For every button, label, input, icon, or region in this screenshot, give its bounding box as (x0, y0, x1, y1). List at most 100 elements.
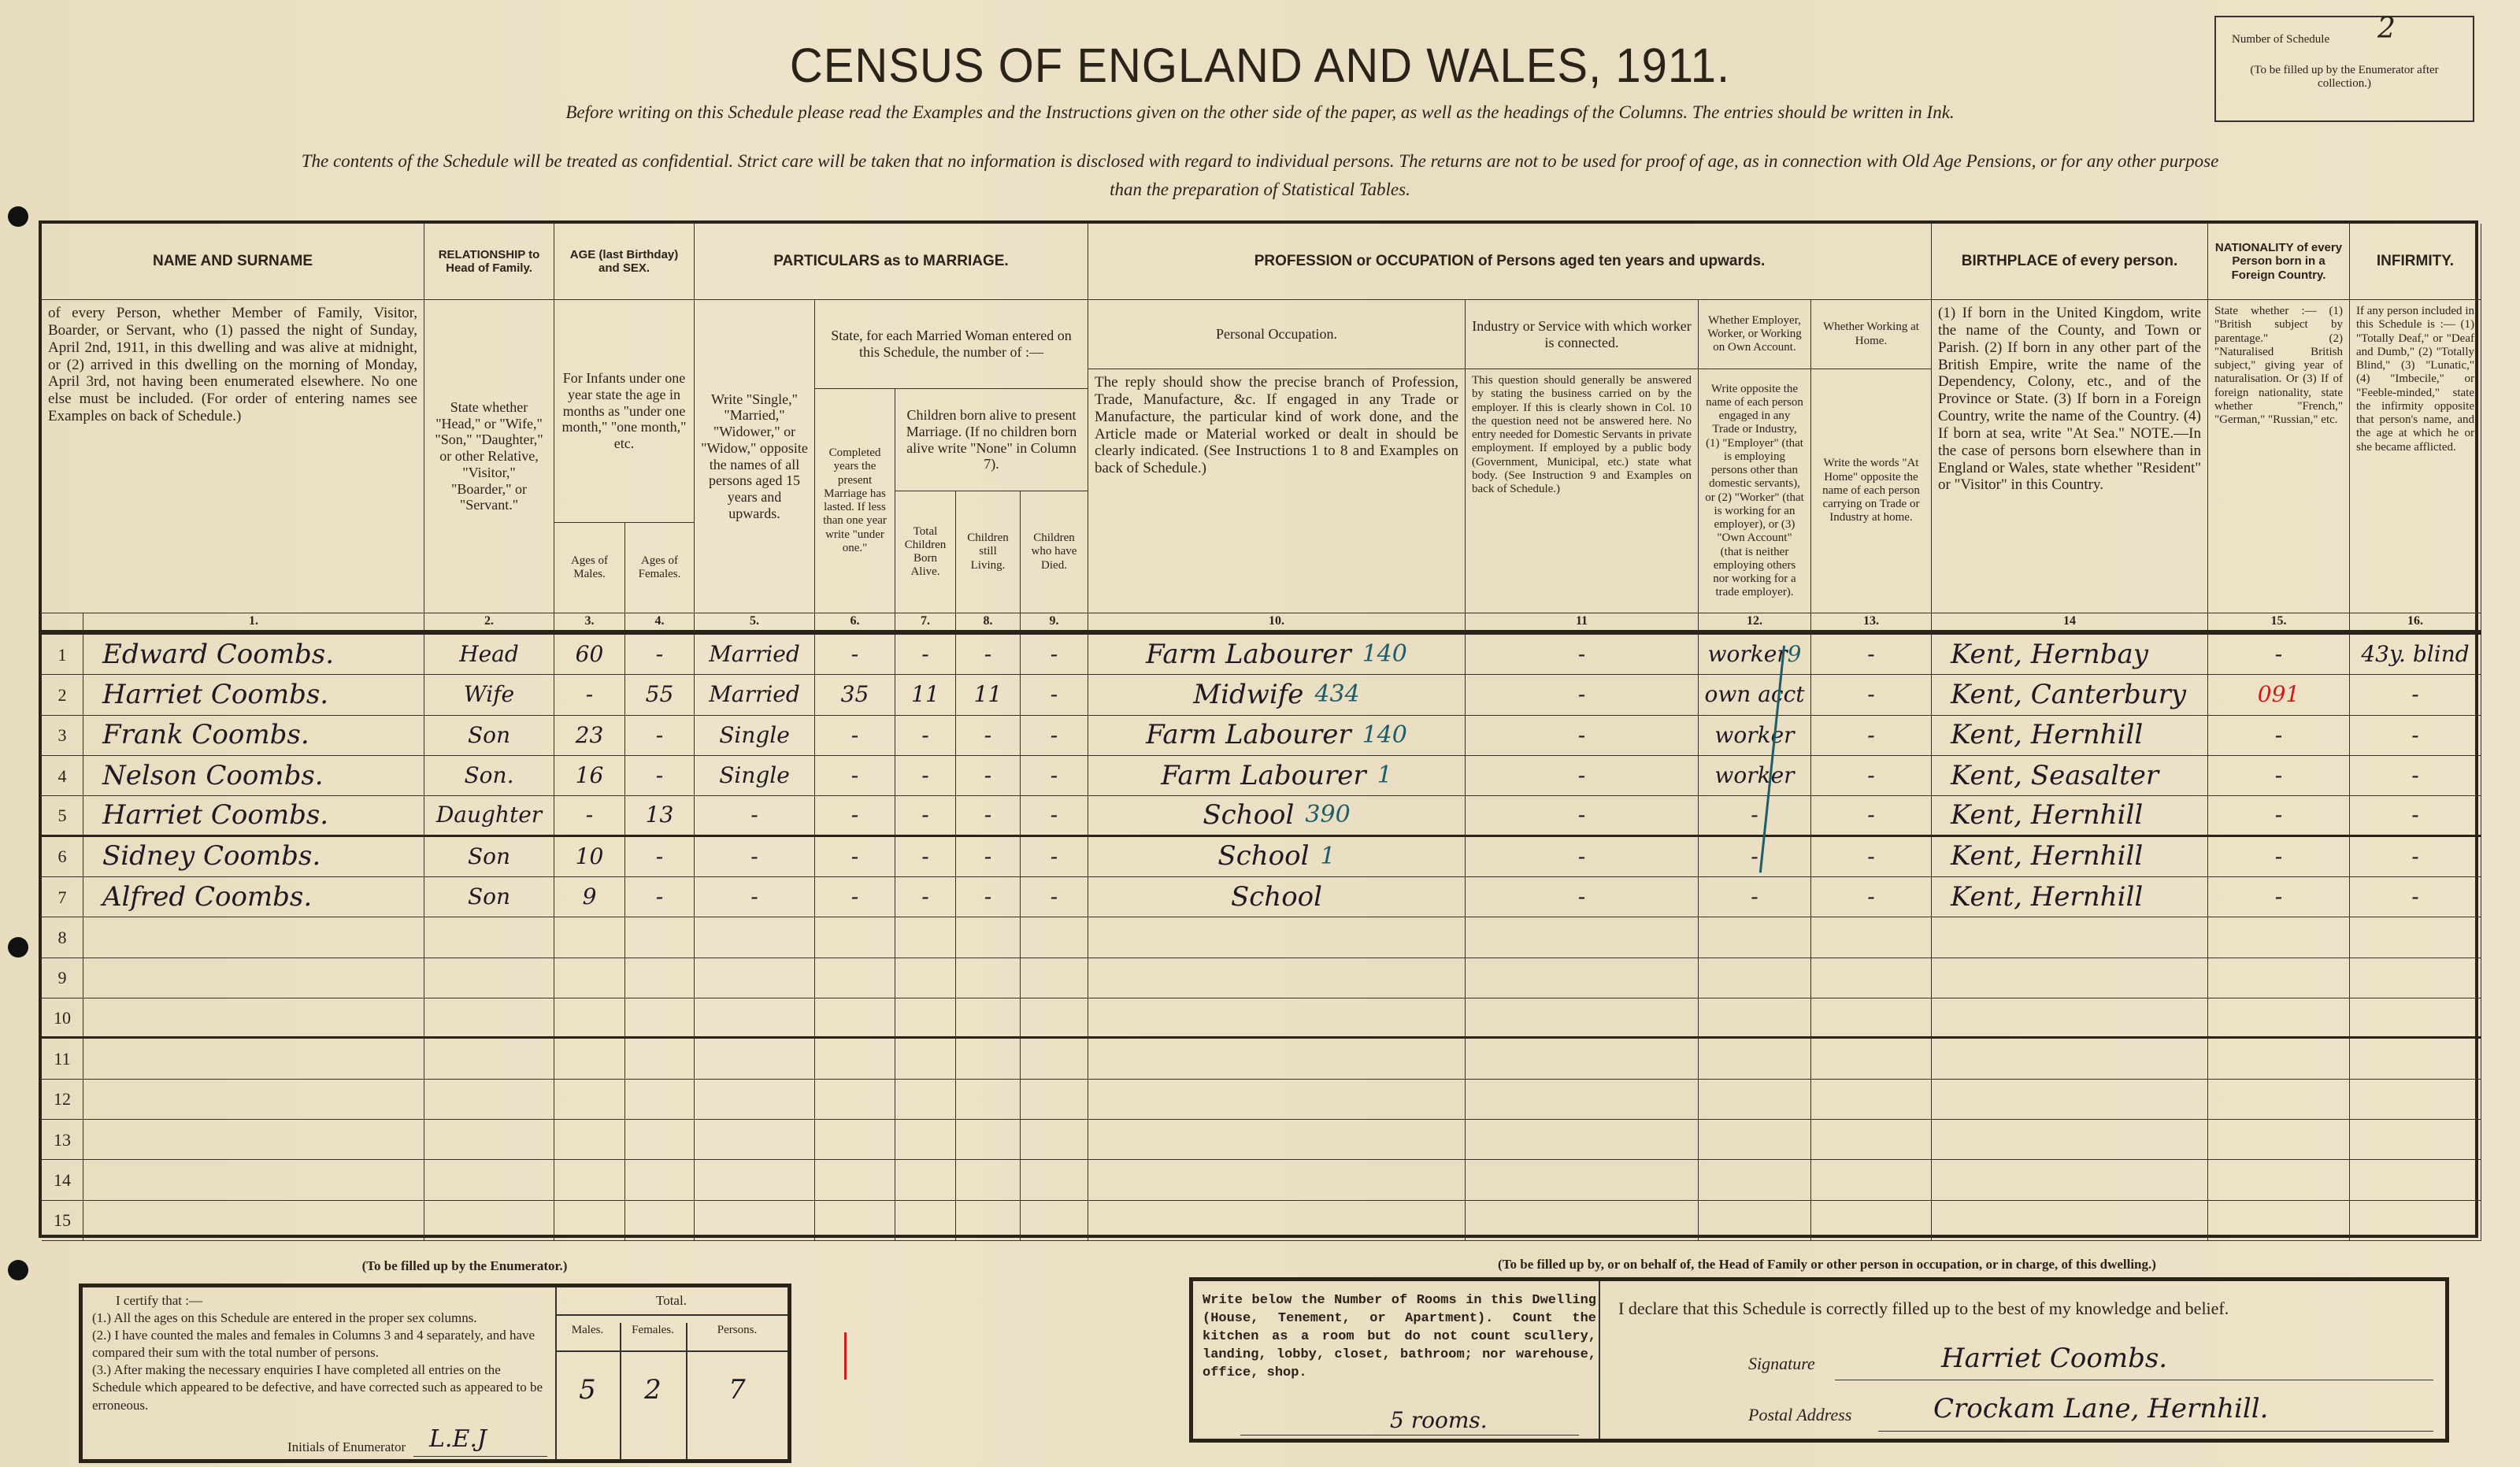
table-cell-age-male: 10 (554, 836, 625, 877)
table-cell-relationship (424, 1120, 554, 1161)
table-cell-marital-status-text: - (750, 802, 758, 828)
table-cell-marital-status-text: - (750, 884, 758, 910)
occupation-code: 140 (1362, 639, 1407, 668)
table-cell-children-born-text: - (921, 884, 929, 910)
occupation-code: 434 (1314, 680, 1360, 709)
total-females: 2 (644, 1374, 662, 1406)
initials-label: Initials of Enumerator (287, 1439, 406, 1454)
header-marriage: PARTICULARS as to MARRIAGE. (695, 224, 1088, 300)
table-cell-children-living: - (956, 836, 1021, 877)
enumerator-heading: (To be filled up by the Enumerator.) (361, 1258, 568, 1273)
table-cell-employment-status (1699, 1160, 1811, 1201)
row-number: 7 (42, 877, 83, 918)
row-number: 14 (42, 1160, 83, 1201)
table-cell-employment-status-text: worker (1714, 721, 1795, 748)
table-cell-occupation (1088, 1200, 1466, 1241)
table-cell-marital-status: - (695, 836, 815, 877)
table-cell-children-living: - (956, 877, 1021, 918)
header-infirmity: INFIRMITY. (2350, 224, 2481, 300)
table-cell-infirmity-text: - (2411, 802, 2419, 828)
table-cell-infirmity (2350, 1160, 2481, 1201)
row-number-text: 9 (57, 968, 67, 988)
table-cell-children-living-text: - (984, 843, 992, 869)
females-label: Females. (632, 1324, 674, 1336)
rooms-line (1240, 1435, 1579, 1436)
header-children-text: Children born alive to present Marriage.… (906, 407, 1077, 472)
table-cell-children-died-text: - (1050, 884, 1058, 910)
table-cell-age-male (554, 958, 625, 998)
table-cell-employment-status-text: - (1751, 884, 1758, 910)
table-cell-at-home-text: - (1867, 681, 1875, 708)
table-cell-years-married-text: - (850, 843, 859, 869)
row-number-text: 7 (57, 887, 67, 907)
table-cell-at-home (1811, 917, 1932, 958)
header-years-married: Completed years the present Marriage has… (815, 389, 895, 613)
table-cell-birthplace-text: Kent, Hernhill (1951, 719, 2144, 751)
table-cell-birthplace: Kent, Seasalter (1932, 756, 2208, 797)
table-cell-years-married (815, 1079, 895, 1120)
desc-industry-text: This question should generally be answer… (1472, 374, 1692, 495)
table-cell-age-female: - (625, 836, 695, 877)
table-cell-occupation (1088, 1120, 1466, 1161)
column-number: 13. (1811, 613, 1932, 635)
table-cell-infirmity-text: - (2411, 721, 2419, 748)
table-cell-marital-status (695, 998, 815, 1039)
column-number-text: 11 (1575, 614, 1588, 628)
table-cell-age-male-text: - (585, 802, 594, 828)
table-cell-marital-status (695, 1079, 815, 1120)
table-cell-infirmity-text: 43y. blind (2361, 641, 2470, 668)
desc-employer-text: Write opposite the name of each person e… (1705, 382, 1804, 599)
table-cell-age-male: - (554, 675, 625, 716)
table-cell-infirmity: - (2350, 877, 2481, 918)
table-cell-name-text: Harriet Coombs. (102, 678, 329, 710)
table-cell-infirmity (2350, 1079, 2481, 1120)
table-cell-birthplace (1932, 1160, 2208, 1201)
certify-text: I certify that :— (1.) All the ages on t… (92, 1292, 549, 1414)
table-cell-children-living (956, 1160, 1021, 1201)
table-cell-nationality: - (2208, 756, 2350, 797)
table-cell-years-married: - (815, 715, 895, 756)
postal-address: Crockam Lane, Hernhill. (1933, 1393, 2269, 1424)
table-cell-children-born (895, 998, 956, 1039)
row-number-text: 1 (57, 644, 67, 665)
desc-relationship: State whether "Head," or "Wife," "Son," … (424, 300, 554, 613)
household-heading: (To be filled up by, or on behalf of, th… (1498, 1257, 2156, 1272)
table-cell-children-born (895, 1039, 956, 1080)
table-cell-age-female-text: - (655, 884, 664, 910)
table-cell-years-married: 35 (815, 675, 895, 716)
table-cell-children-died-text: - (1050, 721, 1058, 748)
header-age: AGE (last Birthday) and SEX. (554, 224, 695, 300)
table-cell-relationship-text: Wife (463, 681, 515, 708)
row-number-text: 4 (57, 765, 67, 786)
table-cell-years-married-text: - (850, 721, 859, 748)
table-cell-age-female-text: - (655, 641, 664, 668)
table-cell-children-born (895, 1160, 956, 1201)
column-number (42, 613, 83, 635)
table-cell-at-home (1811, 1079, 1932, 1120)
table-cell-at-home-text: - (1867, 843, 1875, 869)
header-marriage-text: PARTICULARS as to MARRIAGE. (773, 253, 1009, 270)
table-cell-infirmity: - (2350, 796, 2481, 837)
enumerator-box: I certify that :— (1.) All the ages on t… (79, 1284, 791, 1463)
table-cell-age-female: - (625, 756, 695, 797)
table-cell-name: Alfred Coombs. (83, 877, 424, 918)
table-cell-at-home-text: - (1867, 641, 1875, 668)
table-cell-birthplace: Kent, Hernbay (1932, 635, 2208, 676)
header-name-text: NAME AND SURNAME (152, 253, 313, 270)
table-cell-occupation (1088, 1160, 1466, 1201)
table-cell-relationship (424, 1160, 554, 1201)
total-persons: 7 (728, 1374, 746, 1406)
table-cell-marital-status-text: Married (709, 641, 800, 668)
table-cell-employment-status-text: worker (1707, 641, 1788, 668)
table-cell-occupation (1088, 958, 1466, 998)
header-birthplace-text: BIRTHPLACE of every person. (1961, 253, 2178, 270)
table-cell-birthplace (1932, 1039, 2208, 1080)
header-birthplace: BIRTHPLACE of every person. (1932, 224, 2208, 300)
table-cell-infirmity-text: - (2411, 843, 2419, 869)
table-cell-marital-status-text: Married (709, 681, 800, 708)
divider (686, 1323, 687, 1459)
row-number: 9 (42, 958, 83, 998)
table-cell-years-married (815, 917, 895, 958)
header-age-males-text: Ages of Males. (570, 554, 609, 580)
table-cell-children-born (895, 1079, 956, 1120)
